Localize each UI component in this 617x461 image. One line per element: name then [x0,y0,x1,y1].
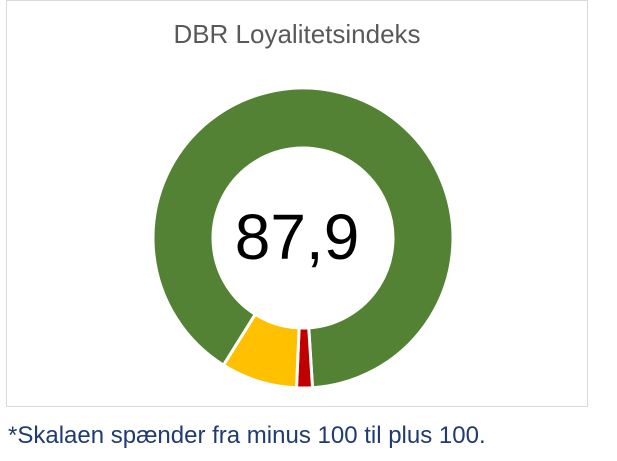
center-value: 87,9 [235,201,360,273]
chart-title: DBR Loyalitetsindeks [173,19,421,49]
donut-slices [151,86,455,390]
donut-slice-1 [151,86,455,390]
donut-chart: 87,9 [151,86,455,390]
donut-slice-3 [221,312,301,390]
chart-area: DBR Loyalitetsindeks 87,9 [6,0,588,407]
footnote: *Skalaen spænder fra minus 100 til plus … [8,422,486,449]
